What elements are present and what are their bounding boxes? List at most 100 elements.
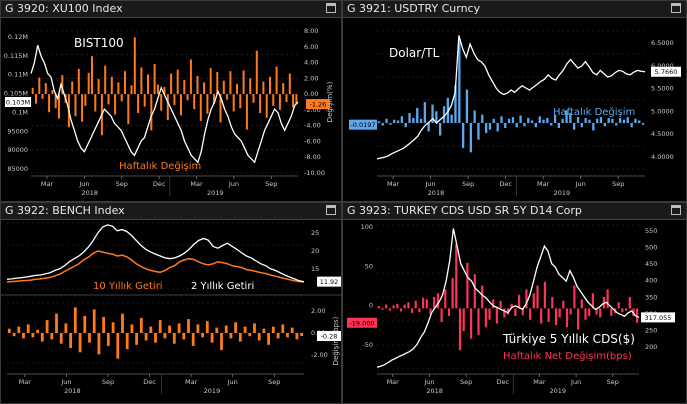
net-change-bar (444, 289, 447, 309)
weekly-change-bar (504, 123, 507, 128)
bps-change-bar (210, 333, 214, 343)
weekly-change-bar (641, 123, 645, 125)
bps-change-bar (238, 333, 242, 342)
weekly-change-bar (203, 82, 206, 95)
panel-cds: G 3923: TURKEY CDS USD SR 5Y D14 Corp 10… (342, 202, 687, 404)
weekly-change-bar (607, 118, 610, 123)
weekly-change-bar (288, 73, 291, 95)
weekly-change-bar (265, 94, 268, 118)
bps-change-bar (69, 333, 72, 348)
x-tick-label: Mar (533, 378, 546, 386)
right-tick-label: 5.5000 (651, 85, 674, 93)
maximize-icon[interactable] (671, 3, 681, 13)
weekly-change-bar (469, 123, 472, 153)
bar-last-value-bg (349, 119, 377, 130)
bps-change-bar (267, 333, 270, 345)
net-change-bar (543, 281, 546, 309)
bps-change-bar (257, 333, 261, 341)
net-change-bar (558, 308, 561, 318)
weekly-change-bar (408, 113, 411, 123)
net-change-bar (385, 304, 388, 309)
left-tick-label: 100 (361, 223, 373, 231)
weekly-change-bar (259, 94, 262, 113)
weekly-change-bar (54, 94, 57, 109)
bps-change-bar (243, 326, 247, 333)
weekly-change-bar (295, 94, 298, 104)
net-change-bar (506, 308, 510, 315)
net-change-bar (632, 308, 635, 316)
x-tick-label: Mar (41, 180, 54, 188)
weekly-change-bar (611, 118, 614, 123)
x-tick-label: Sep (116, 180, 128, 188)
bps-change-bar (106, 333, 110, 346)
bps-change-bar (88, 333, 91, 343)
x-tick-label: Jun (425, 180, 436, 188)
year-label: 2019 (207, 189, 224, 197)
weekly-change-bar (473, 110, 476, 123)
maximize-icon[interactable] (671, 205, 681, 215)
net-change-bar (573, 285, 576, 309)
weekly-change-bar (84, 94, 87, 106)
weekly-change-bar (245, 94, 248, 130)
weekly-change-bar (209, 68, 212, 95)
weekly-change-bar (519, 115, 522, 123)
weekly-change-bar (114, 94, 117, 115)
x-tick-label: Sep (460, 378, 472, 386)
net-change-bar (407, 302, 410, 309)
weekly-change-bar (534, 123, 537, 128)
x-tick-label: Sep (265, 180, 277, 188)
weekly-change-bar (272, 94, 275, 106)
left-tick-label: 0 (369, 302, 373, 310)
chart-title: Dolar/TL (389, 46, 440, 60)
chart-title: BIST100 (74, 36, 124, 50)
net-change-bar (529, 308, 532, 320)
weekly-change-bar (160, 94, 163, 111)
weekly-change-bar (213, 94, 215, 104)
weekly-change-bar (236, 83, 238, 95)
weekly-change-bar (222, 80, 225, 95)
weekly-change-bar (465, 89, 469, 123)
net-change-bar (425, 299, 428, 309)
net-change-bar (414, 300, 417, 309)
left-tick-label: -50 (362, 341, 373, 349)
maximize-icon[interactable] (326, 3, 336, 13)
net-change-bar (422, 297, 425, 309)
cds-line (376, 228, 640, 368)
weekly-change-bar (183, 79, 186, 95)
net-change-bar (580, 299, 583, 309)
net-change-bar (447, 308, 451, 316)
weekly-change-bar (91, 56, 93, 95)
net-change-bar (418, 308, 421, 313)
bps-change-bar (205, 321, 209, 333)
weekly-change-bar (596, 118, 599, 123)
left-tick-label: 0.11M (8, 71, 28, 79)
x-tick-label: Mar (185, 378, 198, 386)
maximize-icon[interactable] (326, 205, 336, 215)
weekly-change-bar (538, 116, 541, 123)
weekly-change-bar (239, 94, 242, 109)
bps-change-bar (220, 333, 223, 351)
net-change-bar (525, 289, 528, 309)
weekly-change-bar (416, 107, 419, 123)
weekly-change-bar (226, 94, 229, 100)
weekly-change-bar (120, 94, 123, 102)
net-change-bar (473, 274, 476, 309)
bps-change-bar (262, 328, 266, 333)
net-change-bar (458, 308, 462, 351)
bps-change-bar (92, 309, 96, 333)
bps-change-bar (116, 333, 120, 359)
weekly-change-bar (189, 59, 192, 95)
weekly-change-bar (150, 94, 153, 131)
weekly-change-bar (523, 123, 526, 127)
weekly-change-bar (97, 79, 100, 95)
bps-change-bar (125, 333, 129, 350)
weekly-change-bar (573, 123, 576, 130)
weekly-change-bar (561, 118, 564, 123)
weekly-change-bar (580, 123, 583, 128)
panel-xu100: G 3920: XU100 Index 0.12M 0.115M 0.11M 0.10… (0, 0, 342, 202)
net-change-bar (540, 308, 543, 324)
weekly-change-bar (137, 94, 140, 113)
net-change-bar (484, 308, 487, 328)
left-tick-label: 0.105M (4, 90, 28, 98)
year-label: 2019 (554, 189, 571, 197)
